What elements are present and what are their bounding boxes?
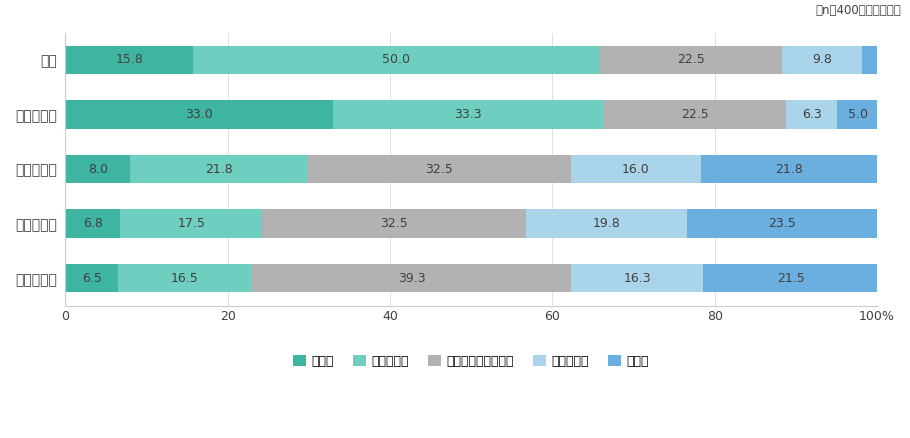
Bar <box>703 264 878 293</box>
Bar <box>66 209 120 238</box>
Text: 6.3: 6.3 <box>802 108 822 121</box>
Bar <box>782 46 862 74</box>
Bar <box>600 46 782 74</box>
Bar <box>118 264 252 293</box>
Text: 21.8: 21.8 <box>775 162 804 176</box>
Bar <box>687 209 878 238</box>
Text: 16.5: 16.5 <box>171 272 198 285</box>
Bar <box>130 155 308 183</box>
Text: 32.5: 32.5 <box>425 162 453 176</box>
Bar <box>120 209 262 238</box>
Text: 17.5: 17.5 <box>177 217 206 230</box>
Text: 33.0: 33.0 <box>186 108 213 121</box>
Bar <box>526 209 687 238</box>
Bar <box>252 264 571 293</box>
Text: （n＝400、単一回答）: （n＝400、単一回答） <box>815 4 901 18</box>
Text: 21.5: 21.5 <box>777 272 804 285</box>
Bar <box>571 264 703 293</box>
Text: 22.5: 22.5 <box>677 53 704 66</box>
Text: 9.8: 9.8 <box>812 53 832 66</box>
Text: 22.5: 22.5 <box>681 108 709 121</box>
Text: 19.8: 19.8 <box>592 217 621 230</box>
Text: 16.0: 16.0 <box>622 162 650 176</box>
Bar <box>66 100 333 129</box>
Text: 6.8: 6.8 <box>83 217 103 230</box>
Text: 21.8: 21.8 <box>205 162 233 176</box>
Bar <box>66 264 118 293</box>
Text: 23.5: 23.5 <box>769 217 796 230</box>
Text: 8.0: 8.0 <box>87 162 107 176</box>
Text: 32.5: 32.5 <box>380 217 409 230</box>
Bar <box>194 46 600 74</box>
Bar <box>603 100 786 129</box>
Legend: 積極的, やや積極的, どちらともいえない, やや消極的, 消極的: 積極的, やや積極的, どちらともいえない, やや消極的, 消極的 <box>293 354 649 367</box>
Text: 16.3: 16.3 <box>623 272 651 285</box>
Bar <box>333 100 603 129</box>
Bar <box>262 209 526 238</box>
Text: 33.3: 33.3 <box>454 108 482 121</box>
Bar <box>862 46 878 74</box>
Bar <box>786 100 837 129</box>
Bar <box>66 155 130 183</box>
Bar <box>308 155 571 183</box>
Text: 50.0: 50.0 <box>382 53 410 66</box>
Text: 6.5: 6.5 <box>82 272 102 285</box>
Bar <box>837 100 878 129</box>
Bar <box>66 46 194 74</box>
Bar <box>571 155 701 183</box>
Text: 5.0: 5.0 <box>847 108 867 121</box>
Bar <box>701 155 878 183</box>
Text: 15.8: 15.8 <box>116 53 143 66</box>
Text: 39.3: 39.3 <box>398 272 425 285</box>
